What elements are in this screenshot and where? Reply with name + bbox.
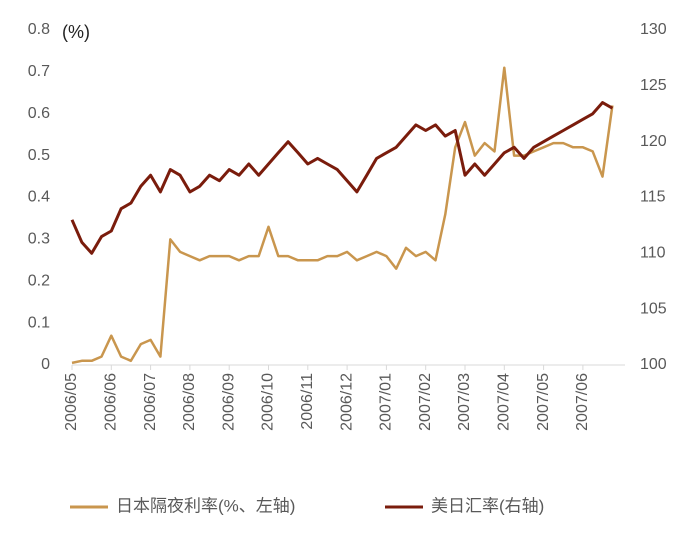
- line-series: [70, 101, 614, 255]
- x-tick-label: 2007/01: [378, 373, 395, 431]
- y-tick-label: 0.5: [28, 147, 50, 164]
- line-series: [71, 66, 614, 365]
- x-tick-label: 2006/08: [181, 373, 198, 431]
- y-axis-label: (%): [62, 22, 90, 42]
- x-tick-label: 2006/10: [260, 373, 277, 431]
- y-tick-label: 0.3: [28, 231, 50, 248]
- x-tick-label: 2006/07: [142, 373, 159, 431]
- y2-tick-label: 100: [640, 356, 667, 373]
- y2-tick-label: 125: [640, 77, 667, 94]
- y-tick-label: 0.8: [28, 21, 50, 38]
- y-tick-label: 0.7: [28, 63, 50, 80]
- y-tick-label: 0.6: [28, 105, 50, 122]
- x-tick-label: 2007/04: [496, 373, 513, 431]
- x-tick-label: 2006/05: [63, 373, 80, 431]
- x-tick-label: 2006/06: [103, 373, 120, 431]
- x-tick-label: 2006/11: [299, 373, 316, 430]
- x-tick-label: 2007/06: [574, 373, 591, 431]
- legend-label: 美日汇率(右轴): [431, 496, 544, 515]
- x-tick-label: 2006/12: [338, 373, 355, 431]
- y-tick-label: 0: [41, 356, 50, 373]
- y2-tick-label: 120: [640, 133, 667, 150]
- x-tick-label: 2007/03: [456, 373, 473, 431]
- y2-tick-label: 130: [640, 21, 667, 38]
- x-tick-label: 2007/05: [535, 373, 552, 431]
- y-tick-label: 0.1: [28, 314, 50, 331]
- y2-tick-label: 110: [640, 245, 666, 262]
- y2-tick-label: 105: [640, 300, 667, 317]
- y-tick-label: 0.4: [28, 189, 50, 206]
- y-tick-label: 0.2: [28, 272, 50, 289]
- x-tick-label: 2007/02: [417, 373, 434, 431]
- x-tick-label: 2006/09: [220, 373, 237, 431]
- legend-label: 日本隔夜利率(%、左轴): [116, 496, 295, 515]
- y2-tick-label: 115: [640, 189, 666, 206]
